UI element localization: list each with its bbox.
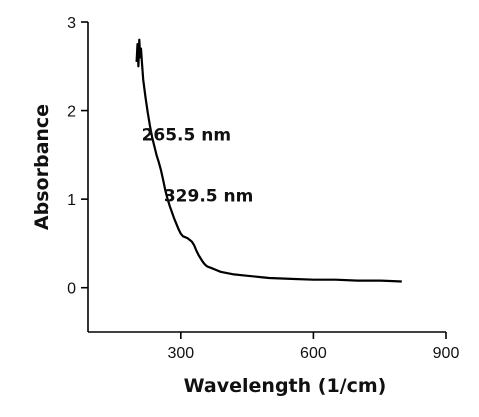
peak-annotation: 265.5 nm (142, 125, 232, 145)
y-tick-label: 1 (67, 192, 76, 209)
annotations: 265.5 nm 329.5 nm (142, 125, 254, 206)
x-axis-ticks: 300 600 900 (167, 332, 459, 362)
x-tick-label: 600 (300, 345, 327, 362)
plot-area: 0 1 2 3 300 600 900 265.5 nm 329.5 nm (67, 15, 459, 362)
y-tick-label: 3 (67, 15, 76, 32)
y-axis-title: Absorbance (31, 104, 53, 230)
peak-annotation: 329.5 nm (164, 186, 254, 206)
y-axis-ticks: 0 1 2 3 (67, 15, 88, 298)
y-tick-label: 0 (67, 281, 76, 298)
absorbance-series-line (135, 38, 402, 283)
y-tick-label: 2 (67, 104, 76, 121)
x-tick-label: 300 (167, 345, 194, 362)
x-axis-title: Wavelength (1/cm) (184, 375, 387, 397)
x-tick-label: 900 (433, 345, 460, 362)
